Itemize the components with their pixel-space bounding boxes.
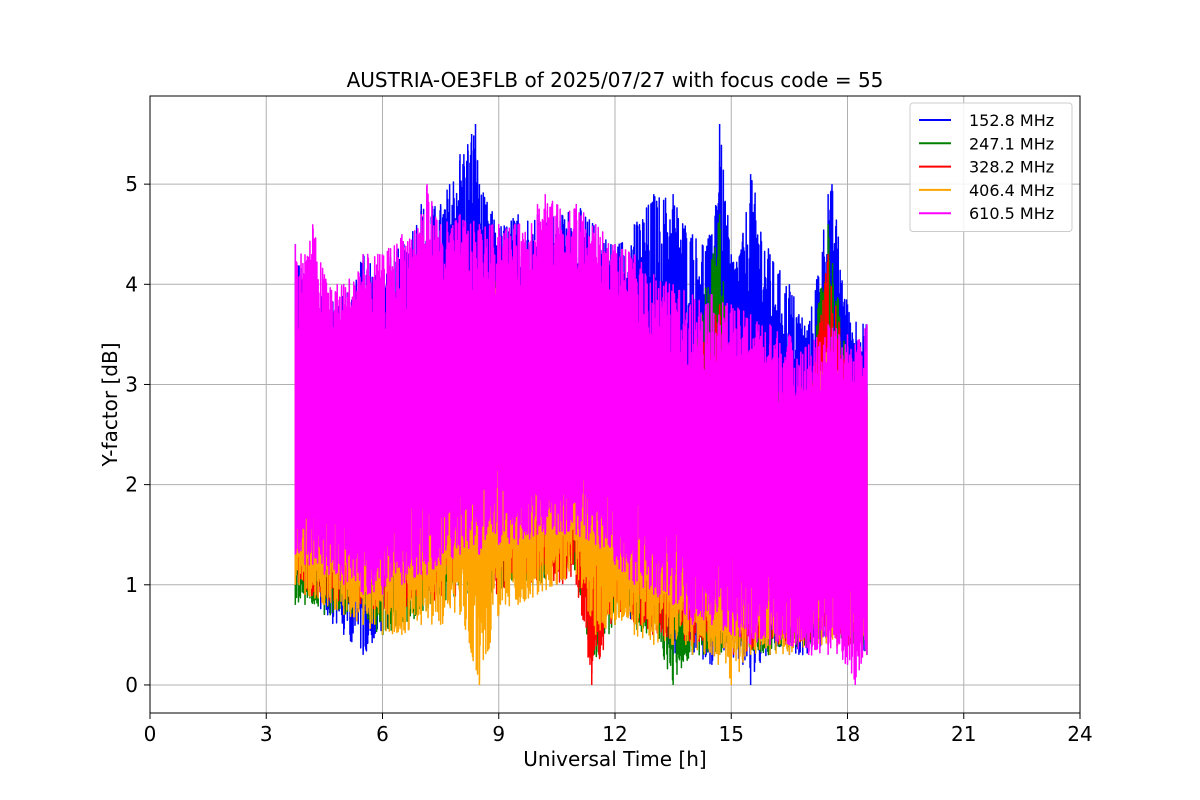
legend: 152.8 MHz 247.1 MHz 328.2 MHz 406.4 MHz 610.… — [909, 102, 1073, 232]
x-tick-label: 15 — [719, 722, 744, 746]
x-tick-label: 21 — [951, 722, 976, 746]
legend-entry: 610.5 MHz — [969, 204, 1054, 223]
y-axis-label: Y-factor [dB] — [98, 342, 122, 467]
legend-entry: 247.1 MHz — [969, 134, 1054, 153]
legend-entry: 328.2 MHz — [969, 158, 1054, 177]
legend-entry: 406.4 MHz — [969, 181, 1054, 200]
y-tick-label: 5 — [125, 172, 138, 196]
x-tick-label: 9 — [492, 722, 505, 746]
chart-title: AUSTRIA-OE3FLB of 2025/07/27 with focus … — [347, 68, 884, 92]
x-axis-label: Universal Time [h] — [523, 747, 706, 771]
x-tick-label: 12 — [602, 722, 627, 746]
y-tick-label: 2 — [125, 473, 138, 497]
x-tick-label: 3 — [260, 722, 273, 746]
legend-entry: 152.8 MHz — [969, 111, 1054, 130]
x-tick-label: 24 — [1067, 722, 1092, 746]
x-tick-label: 6 — [376, 722, 389, 746]
y-tick-label: 3 — [125, 372, 138, 396]
x-tick-label: 0 — [144, 722, 157, 746]
y-tick-label: 4 — [125, 272, 138, 296]
x-tick-label: 18 — [835, 722, 860, 746]
series-line — [294, 184, 868, 685]
legend-box — [909, 102, 1073, 232]
y-tick-label: 1 — [125, 573, 138, 597]
plot-series — [294, 124, 868, 685]
y-tick-label: 0 — [125, 673, 138, 697]
